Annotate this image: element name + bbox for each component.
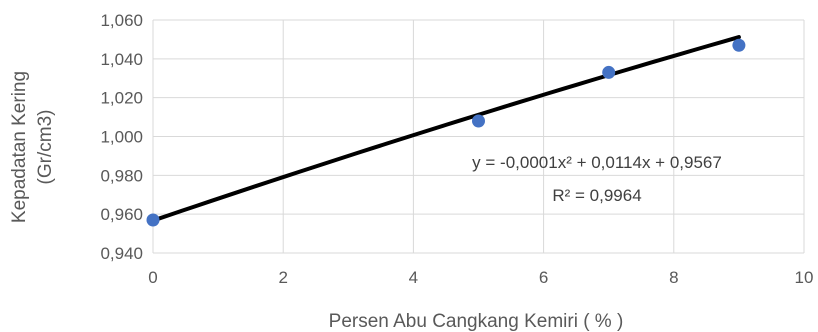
- y-axis-title-line-1: Kepadatan Kering: [9, 71, 30, 223]
- x-tick-label: 6: [539, 268, 548, 287]
- y-axis-title-line-2: (Gr/cm3): [35, 110, 56, 185]
- data-point: [602, 65, 616, 79]
- r-squared-label: R² = 0,9964: [552, 186, 641, 205]
- x-tick-label: 4: [409, 268, 418, 287]
- y-tick-label: 1,060: [100, 11, 143, 30]
- y-tick-label: 0,960: [100, 205, 143, 224]
- y-tick-label: 1,040: [100, 50, 143, 69]
- data-points: [146, 38, 746, 227]
- trendline-equation: y = -0,0001x² + 0,0114x + 0,9567: [472, 153, 722, 172]
- trendline-layer: [151, 35, 741, 223]
- y-tick-label: 0,980: [100, 166, 143, 185]
- data-point: [472, 114, 485, 128]
- trendline: [151, 35, 741, 223]
- x-tick-label: 8: [669, 268, 678, 287]
- x-tick-label: 10: [795, 268, 814, 287]
- x-tick-label: 2: [278, 268, 287, 287]
- x-tick-labels: 0 2 4 6 8 10: [148, 268, 813, 287]
- y-tick-label: 0,940: [100, 244, 143, 263]
- y-tick-labels: 0,940 0,960 0,980 1,000 1,020 1,040 1,060: [100, 11, 143, 263]
- x-axis-title: Persen Abu Cangkang Kemiri ( % ): [329, 311, 624, 332]
- y-tick-label: 1,020: [100, 89, 143, 108]
- data-point: [732, 38, 746, 52]
- grid-lines: [152, 19, 805, 254]
- data-point: [146, 213, 160, 227]
- x-tick-label: 0: [148, 268, 157, 287]
- y-tick-label: 1,000: [100, 128, 143, 147]
